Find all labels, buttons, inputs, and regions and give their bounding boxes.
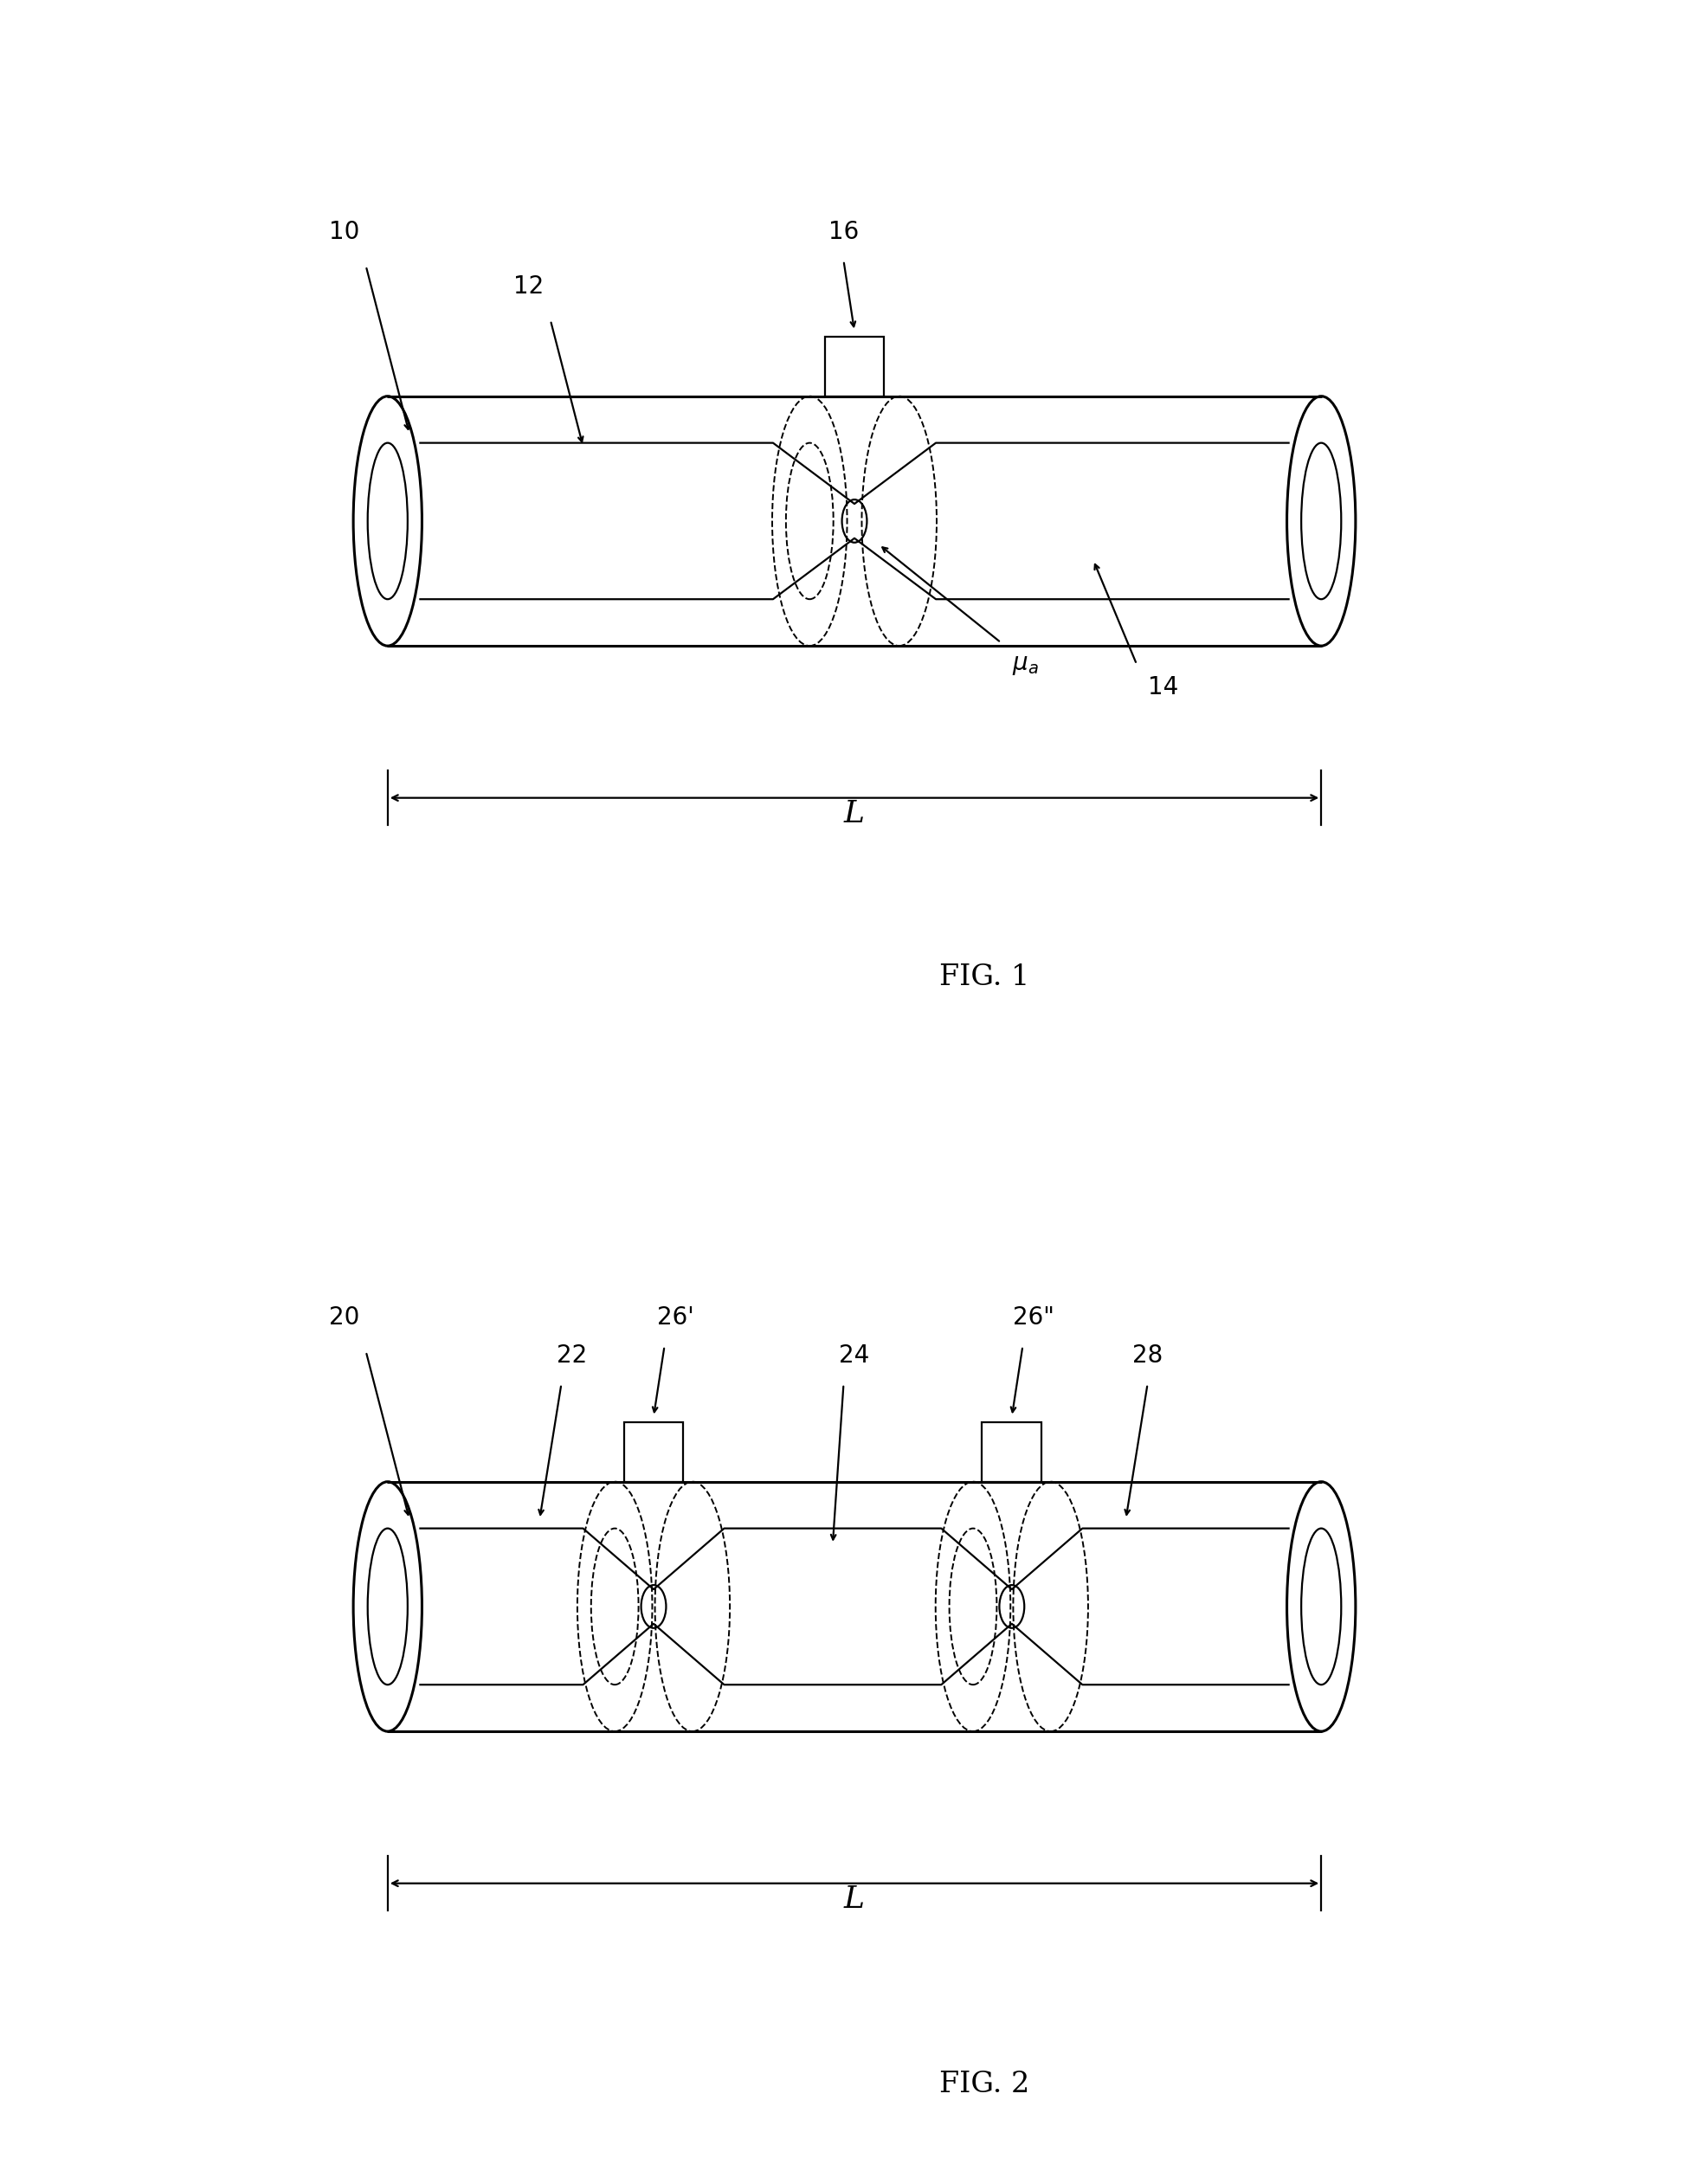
Text: 20: 20	[328, 1305, 359, 1329]
Bar	[825, 337, 883, 395]
Text: $\mu_a$: $\mu_a$	[1011, 653, 1038, 677]
Text: FIG. 2: FIG. 2	[939, 2071, 1030, 2097]
Text: 22: 22	[557, 1344, 588, 1368]
Text: 14: 14	[1148, 675, 1177, 699]
Text: FIG. 1: FIG. 1	[939, 964, 1030, 990]
Text: 26": 26"	[1013, 1305, 1054, 1329]
Bar	[982, 1422, 1042, 1481]
Text: 16: 16	[828, 219, 859, 245]
Bar	[623, 1422, 683, 1481]
Text: 10: 10	[328, 219, 359, 245]
Text: 28: 28	[1132, 1344, 1161, 1368]
Text: L: L	[844, 799, 864, 827]
Text: L: L	[844, 1884, 864, 1915]
Text: 12: 12	[512, 274, 543, 297]
Text: 24: 24	[839, 1344, 869, 1368]
Text: 26': 26'	[656, 1305, 693, 1329]
